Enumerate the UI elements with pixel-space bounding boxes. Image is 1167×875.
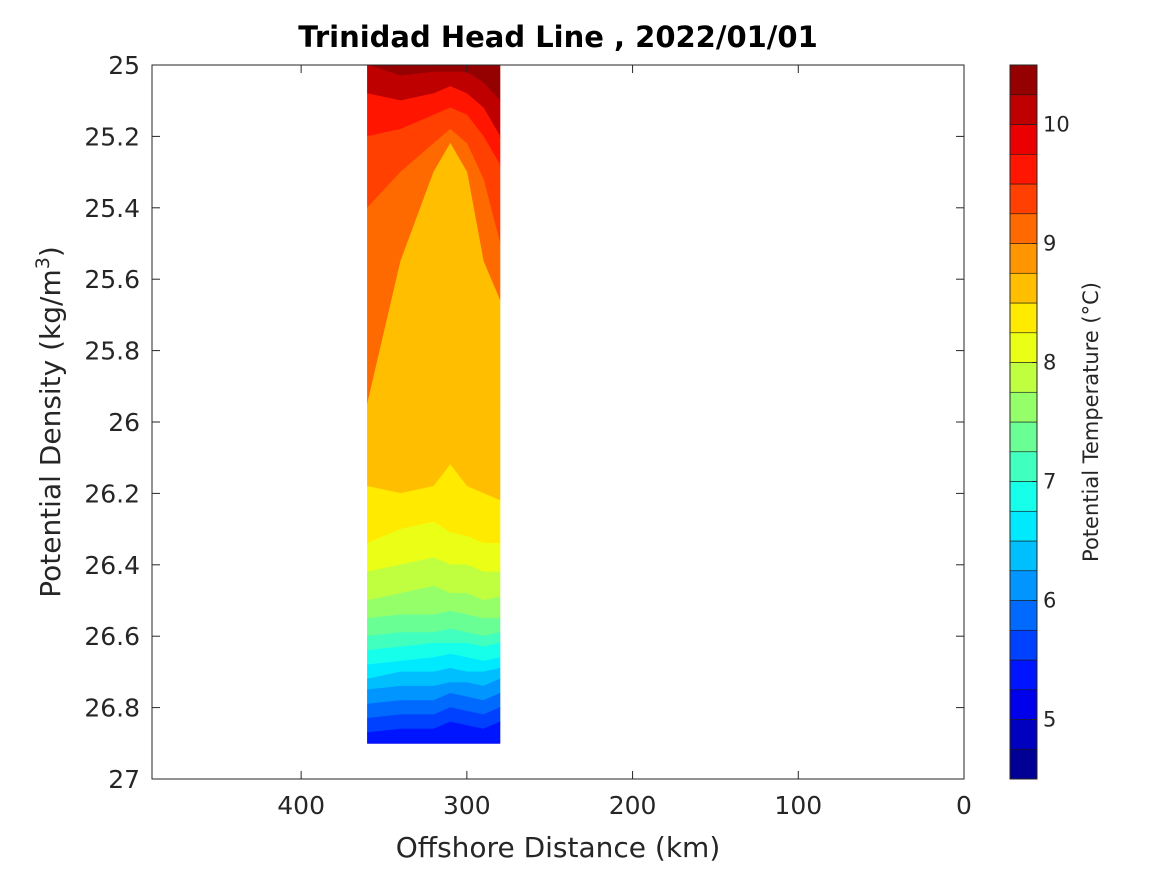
colorbar-cell [1009, 391, 1038, 423]
x-tick-label: 0 [956, 791, 972, 820]
y-axis-label-main: Potential Density (kg/m [34, 269, 67, 598]
x-tick-label: 300 [443, 791, 491, 820]
y-axis-label-suffix: ) [34, 246, 67, 257]
y-tick-label: 26.2 [84, 479, 140, 508]
y-tick-label: 25.2 [84, 122, 140, 151]
colorbar-cell [1009, 213, 1038, 244]
colorbar-cell [1009, 510, 1038, 542]
x-tick-label: 100 [774, 791, 822, 820]
y-tick-label: 25.8 [84, 337, 140, 366]
colorbar-cell [1009, 659, 1038, 691]
colorbar-cells [1009, 64, 1038, 780]
colorbar-cell [1009, 421, 1038, 453]
colorbar-cell [1009, 600, 1038, 631]
x-axis-ticks: 400 300 200 100 0 [277, 65, 972, 820]
colorbar-cell [1009, 272, 1038, 304]
colorbar-cell [1009, 302, 1038, 334]
colorbar-cell [1009, 540, 1038, 572]
colorbar-cell [1009, 183, 1038, 215]
colorbar-cell [1009, 689, 1038, 720]
colorbar-tick-label: 8 [1043, 351, 1056, 375]
contour-fill-group [367, 64, 501, 744]
colorbar-cell [1009, 719, 1038, 750]
y-tick-label: 26.8 [84, 694, 140, 723]
colorbar-tick-label: 6 [1043, 589, 1056, 613]
y-tick-label: 25.4 [84, 194, 140, 223]
colorbar-label: Potential Temperature (°C) [1079, 282, 1103, 562]
colorbar-cell [1009, 332, 1038, 363]
colorbar-cell [1009, 451, 1038, 482]
y-axis-label: Potential Density (kg/m3) [32, 246, 67, 598]
colorbar-cell [1009, 94, 1038, 125]
colorbar-ticks: 5 6 7 8 9 10 [1032, 113, 1070, 732]
y-tick-label: 25.6 [84, 265, 140, 294]
y-tick-label: 27 [108, 765, 140, 794]
colorbar: 5 6 7 8 9 10 Potential Temperature (°C) [1009, 64, 1103, 780]
colorbar-cell [1009, 243, 1038, 274]
x-tick-label: 400 [277, 791, 325, 820]
colorbar-frame [1009, 64, 1038, 780]
x-axis-label: Offshore Distance (km) [396, 831, 721, 864]
y-tick-label: 26.4 [84, 551, 140, 580]
y-tick-label: 26 [108, 408, 140, 437]
colorbar-tick-label: 10 [1043, 113, 1070, 137]
colorbar-tick-label: 7 [1043, 470, 1056, 494]
colorbar-tick-label: 5 [1043, 708, 1056, 732]
y-axis-ticks: 25 25.2 25.4 25.6 25.8 26 26.2 26.4 26.6 26.8 27 [84, 51, 964, 794]
colorbar-cell [1009, 362, 1038, 393]
y-axis-label-superscript: 3 [32, 257, 54, 269]
colorbar-cell [1009, 570, 1038, 601]
colorbar-cell [1009, 153, 1038, 185]
plot-area: 400 300 200 100 0 25 25.2 25.4 25.6 25.8 26 26.2 26… [84, 51, 972, 820]
colorbar-cell [1009, 629, 1038, 661]
colorbar-tick-label: 9 [1043, 232, 1056, 256]
chart-title: Trinidad Head Line , 2022/01/01 [298, 20, 818, 54]
colorbar-cell [1009, 124, 1038, 155]
colorbar-cell [1009, 64, 1038, 96]
y-tick-label: 26.6 [84, 622, 140, 651]
x-tick-label: 200 [609, 791, 657, 820]
colorbar-cell [1009, 481, 1038, 512]
plot-background [152, 65, 964, 779]
colorbar-cell [1009, 748, 1038, 780]
y-tick-label: 25 [108, 51, 140, 80]
